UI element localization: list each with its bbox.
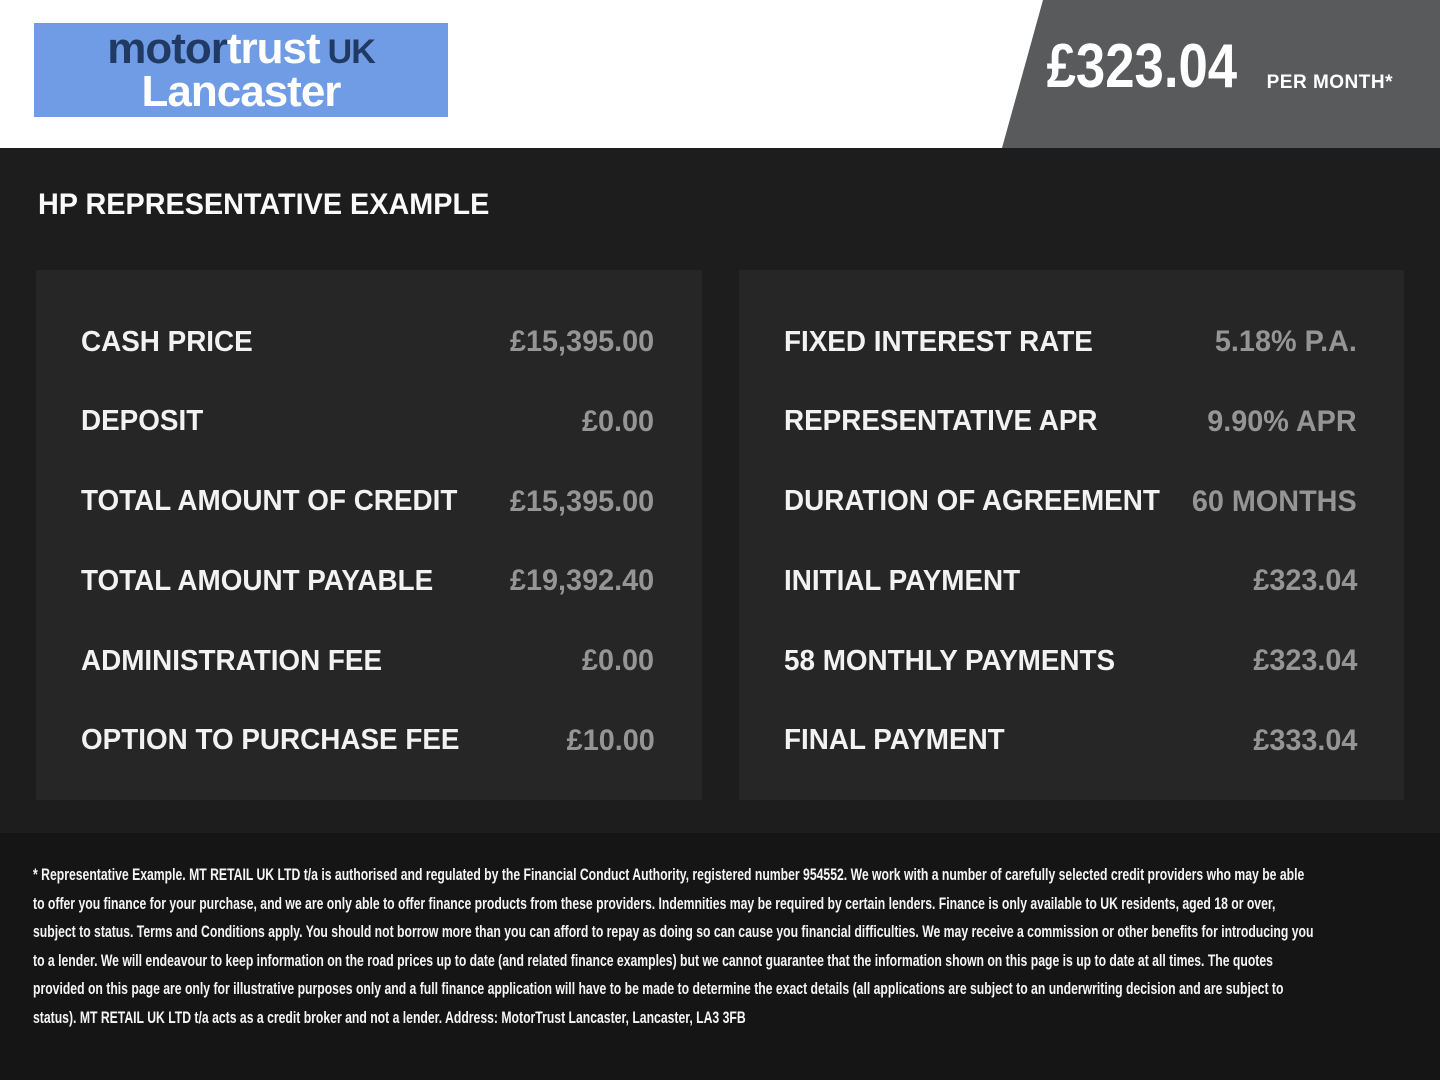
finance-panel-right: FIXED INTEREST RATE 5.18% P.A. REPRESENT… (738, 270, 1404, 800)
logo-text-motor: motor (107, 23, 228, 73)
table-row: INITIAL PAYMENT £323.04 (784, 564, 1358, 598)
row-label-interest-rate: FIXED INTEREST RATE (783, 325, 1093, 358)
row-value-option-fee: £10.00 (566, 723, 655, 757)
logo-line-1: motortrust UK (107, 23, 376, 74)
legal-disclaimer: * Representative Example. MT RETAIL UK L… (33, 866, 1314, 1027)
footer: * Representative Example. MT RETAIL UK L… (0, 833, 1440, 1080)
dealer-logo[interactable]: motortrust UK Lancaster (34, 23, 448, 117)
monthly-price-amount: £323.04 (1046, 32, 1237, 101)
row-value-admin-fee: £0.00 (582, 644, 655, 678)
row-value-monthly-payments: £323.04 (1252, 644, 1357, 678)
monthly-price-banner: £323.04 PER MONTH* (1002, 0, 1440, 148)
table-row: CASH PRICE £15,395.00 (81, 325, 655, 359)
table-row: FINAL PAYMENT £333.04 (784, 724, 1358, 758)
row-label-duration: DURATION OF AGREEMENT (783, 485, 1160, 518)
table-row: FIXED INTEREST RATE 5.18% P.A. (784, 325, 1358, 359)
header: motortrust UK Lancaster £323.04 PER MONTH… (0, 0, 1440, 148)
row-value-initial-payment: £323.04 (1252, 564, 1357, 598)
row-label-cash-price: CASH PRICE (81, 325, 253, 358)
table-row: ADMINISTRATION FEE £0.00 (81, 644, 655, 678)
row-value-total-credit: £15,395.00 (510, 484, 655, 518)
main-section: HP REPRESENTATIVE EXAMPLE CASH PRICE £15… (0, 148, 1440, 833)
row-label-final-payment: FINAL PAYMENT (783, 724, 1005, 757)
row-label-initial-payment: INITIAL PAYMENT (783, 564, 1020, 597)
table-row: 58 MONTHLY PAYMENTS £323.04 (784, 644, 1358, 678)
row-label-total-credit: TOTAL AMOUNT OF CREDIT (81, 485, 458, 518)
table-row: DEPOSIT £0.00 (81, 405, 655, 439)
table-row: REPRESENTATIVE APR 9.90% APR (784, 405, 1358, 439)
finance-panel-left: CASH PRICE £15,395.00 DEPOSIT £0.00 TOTA… (36, 270, 702, 800)
row-label-admin-fee: ADMINISTRATION FEE (81, 644, 383, 677)
logo-text-trust: trust (226, 23, 321, 73)
row-value-final-payment: £333.04 (1252, 723, 1357, 757)
row-label-total-payable: TOTAL AMOUNT PAYABLE (81, 564, 434, 597)
table-row: OPTION TO PURCHASE FEE £10.00 (81, 724, 655, 758)
row-value-deposit: £0.00 (582, 404, 655, 438)
monthly-price-suffix: PER MONTH* (1266, 72, 1393, 93)
page-title: HP REPRESENTATIVE EXAMPLE (38, 188, 490, 221)
table-row: TOTAL AMOUNT PAYABLE £19,392.40 (81, 564, 655, 598)
row-label-deposit: DEPOSIT (81, 405, 204, 438)
row-label-monthly-payments: 58 MONTHLY PAYMENTS (783, 644, 1115, 677)
table-row: TOTAL AMOUNT OF CREDIT £15,395.00 (81, 485, 655, 519)
row-label-apr: REPRESENTATIVE APR (783, 405, 1098, 438)
finance-panels: CASH PRICE £15,395.00 DEPOSIT £0.00 TOTA… (0, 270, 1440, 800)
row-value-duration: 60 MONTHS (1192, 484, 1357, 518)
row-value-total-payable: £19,392.40 (510, 564, 655, 598)
table-row: DURATION OF AGREEMENT 60 MONTHS (784, 485, 1358, 519)
logo-text-uk: UK (327, 32, 376, 71)
row-value-interest-rate: 5.18% P.A. (1215, 325, 1357, 358)
row-value-apr: 9.90% APR (1207, 404, 1357, 438)
row-value-cash-price: £15,395.00 (510, 325, 655, 358)
logo-text-lancaster: Lancaster (141, 66, 342, 116)
row-label-option-fee: OPTION TO PURCHASE FEE (81, 724, 460, 757)
